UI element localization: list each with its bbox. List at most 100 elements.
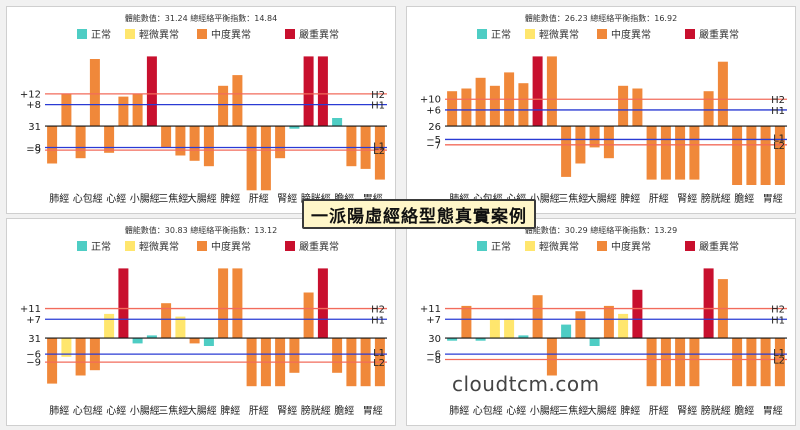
x-tick-label: 胃經 <box>363 404 383 417</box>
x-tick-label: 小腸經 <box>530 404 560 417</box>
x-tick-label: 膀胱經 <box>301 404 331 417</box>
bar <box>104 126 115 153</box>
chart-svg: 體能數值：31.24 總經絡平衡指數：14.84 正常 輕微異常 中度異常 嚴重異常 +1… <box>20 13 387 205</box>
x-tick-label: 三焦經 <box>558 192 588 205</box>
chart-svg: 體能數值：30.29 總經絡平衡指數：13.29 正常 輕微異常 中度異常 嚴重異常 +1… <box>420 225 787 417</box>
upper-line-label: +11 <box>20 304 41 315</box>
lower-inner-line-label: −6 <box>26 350 41 361</box>
line-tag-l2: L2 <box>773 355 785 366</box>
x-tick-label: 肝經 <box>249 192 269 205</box>
x-tick-label: 脾經 <box>220 404 240 417</box>
bar <box>760 338 771 387</box>
bar <box>561 126 572 177</box>
bar <box>703 268 714 339</box>
bar <box>632 88 643 126</box>
legend-label-slight: 輕微異常 <box>539 240 579 253</box>
legend-swatch-normal <box>477 241 487 251</box>
legend-swatch-severe <box>685 29 695 39</box>
banner-title: 一派陽虛經絡型態真實案例 <box>302 199 536 229</box>
bar <box>675 338 686 387</box>
x-tick-label: 膽經 <box>334 404 354 417</box>
chart-panel-3: 體能數值：30.83 總經絡平衡指數：13.12 正常 輕微異常 中度異常 嚴重異常 +1… <box>6 218 396 426</box>
lower-line-label: −9 <box>26 358 41 369</box>
bar <box>260 126 271 191</box>
bar <box>232 75 243 126</box>
x-tick-label: 膀胱經 <box>701 404 731 417</box>
bar <box>275 126 286 159</box>
x-tick-label: 胃經 <box>763 404 783 417</box>
bar <box>203 126 214 167</box>
bar <box>561 324 572 338</box>
bar <box>703 91 714 126</box>
x-tick-label: 肝經 <box>649 404 669 417</box>
bar <box>317 56 328 127</box>
x-tick-label: 腎經 <box>677 404 697 417</box>
chart-title: 體能數值：26.23 總經絡平衡指數：16.92 <box>525 13 677 23</box>
bar <box>746 338 757 387</box>
inner-line-label: +7 <box>26 315 41 326</box>
legend-swatch-severe <box>285 29 295 39</box>
x-tick-label: 大腸經 <box>587 192 617 205</box>
x-tick-label: 大腸經 <box>587 404 617 417</box>
x-tick-label: 肺經 <box>449 404 469 417</box>
legend-swatch-slight <box>525 29 535 39</box>
line-tag-l1: L1 <box>373 348 385 359</box>
line-tag-h1: H1 <box>371 101 385 112</box>
bar <box>203 338 214 346</box>
x-tick-label: 小腸經 <box>130 192 160 205</box>
legend-label-normal: 正常 <box>91 240 111 253</box>
lower-line-label: −7 <box>426 140 441 151</box>
x-tick-label: 脾經 <box>620 192 640 205</box>
bar <box>575 311 586 338</box>
bar <box>303 292 314 339</box>
bar <box>518 83 529 127</box>
bar <box>504 319 515 339</box>
watermark: cloudtcm.com <box>452 372 600 396</box>
bar <box>189 338 200 344</box>
x-tick-label: 三焦經 <box>158 404 188 417</box>
upper-line-label: +10 <box>420 95 441 106</box>
x-tick-label: 肝經 <box>649 192 669 205</box>
bar <box>75 126 86 159</box>
bar <box>146 335 157 339</box>
bar <box>732 126 743 185</box>
x-tick-label: 心包經 <box>73 192 103 205</box>
x-tick-label: 心經 <box>506 404 526 417</box>
legend-label-slight: 輕微異常 <box>139 28 179 41</box>
legend-swatch-moderate <box>597 29 607 39</box>
legend-label-moderate: 中度異常 <box>211 240 251 253</box>
legend-swatch-normal <box>477 29 487 39</box>
bar <box>161 303 172 338</box>
bar <box>289 338 300 373</box>
bar <box>332 118 343 126</box>
bar <box>732 338 743 387</box>
x-tick-label: 脾經 <box>620 404 640 417</box>
x-tick-label: 肺經 <box>49 192 69 205</box>
bar <box>603 126 614 159</box>
x-tick-label: 大腸經 <box>187 404 217 417</box>
chart-title: 體能數值：31.24 總經絡平衡指數：14.84 <box>125 13 277 23</box>
bar <box>660 126 671 180</box>
line-tag-h1: H1 <box>371 315 385 326</box>
x-tick-label: 脾經 <box>220 192 240 205</box>
bar <box>646 338 657 387</box>
legend-swatch-normal <box>77 29 87 39</box>
bar <box>75 338 86 376</box>
bar <box>760 126 771 185</box>
chart-title: 體能數值：30.83 總經絡平衡指數：13.12 <box>125 225 277 235</box>
x-tick-label: 腎經 <box>277 192 297 205</box>
legend-swatch-moderate <box>197 29 207 39</box>
legend-label-normal: 正常 <box>91 28 111 41</box>
bar <box>189 126 200 161</box>
baseline-label: 31 <box>28 334 41 345</box>
baseline-label: 31 <box>28 122 41 133</box>
bar <box>532 56 543 127</box>
line-tag-l1: L1 <box>373 141 385 152</box>
bar <box>132 338 143 344</box>
x-tick-label: 三焦經 <box>558 404 588 417</box>
bar <box>489 319 500 339</box>
lower-line-label: −8 <box>426 355 441 366</box>
bar <box>589 338 600 346</box>
bar <box>218 268 229 339</box>
line-tag-h2: H2 <box>771 95 785 106</box>
